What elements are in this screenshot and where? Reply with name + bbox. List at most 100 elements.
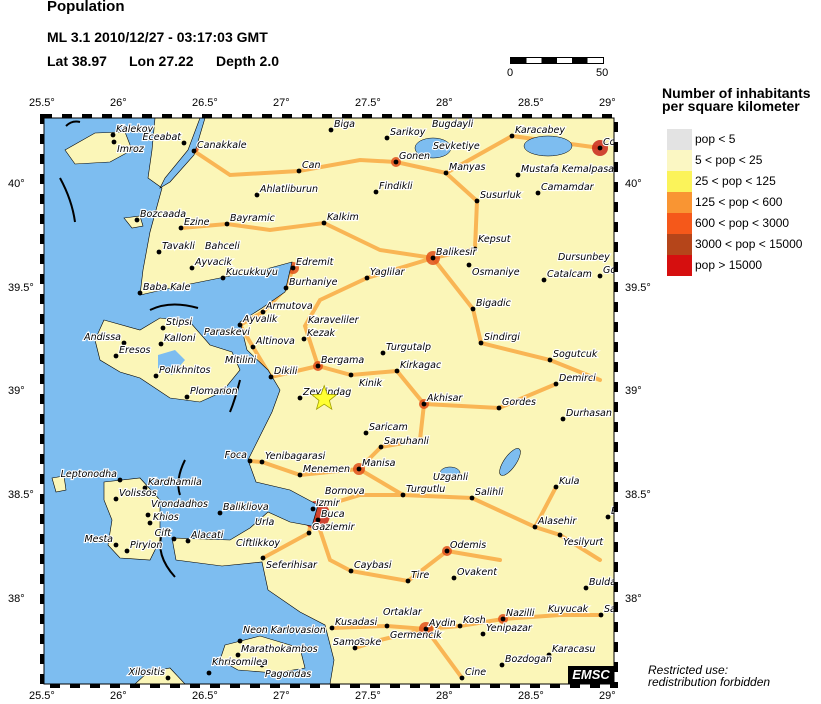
lat-tick-left: 39.5° (8, 282, 34, 294)
city-dot (500, 616, 506, 622)
city-dot (329, 625, 335, 631)
lon-tick-top: 27° (273, 97, 290, 109)
lon-tick-top: 26° (110, 97, 127, 109)
city-label: Mitilini (225, 355, 257, 366)
city-dot (121, 340, 127, 346)
city-label: Menemen (303, 464, 350, 475)
event-info: ML 3.1 2010/12/27 - 03:17:03 GMT (47, 29, 268, 45)
city-dot (160, 325, 166, 331)
city-label: Saricam (369, 422, 408, 433)
city-label: Demirci (559, 373, 596, 384)
city-label: Kucukkuyu (226, 267, 278, 278)
city-label: Nazilli (506, 608, 535, 619)
city-dot (156, 249, 162, 255)
city-label: Kosh (463, 615, 486, 626)
city-label: Yesilyurt (563, 537, 604, 548)
lat-tick-left: 40° (8, 178, 25, 190)
city-dot (310, 506, 316, 512)
city-dot (297, 472, 303, 478)
city-label: Polikhnitos (159, 365, 211, 376)
city-dot (260, 309, 266, 315)
city-label: Samos (333, 637, 365, 648)
city-dot (178, 225, 184, 231)
city-label: Plomarion (190, 386, 238, 397)
city-label: Seferihisar (266, 560, 318, 571)
city-dot (134, 217, 140, 223)
city-label: Susurluk (480, 190, 522, 201)
city-label: Urla (255, 517, 274, 528)
city-label: Manyas (449, 162, 485, 173)
city-label: Kezak (307, 328, 336, 339)
city-dot (191, 148, 197, 154)
city-label: Karacabey (515, 125, 565, 136)
city-dot (268, 374, 274, 380)
city-dot (110, 132, 116, 138)
city-label: Mesta (84, 534, 113, 545)
city-dot (113, 353, 119, 359)
lon-label: Lon 27.22 (129, 53, 194, 69)
city-label: Durhasan (566, 408, 612, 419)
city-label: Bu (611, 506, 624, 517)
city-dot (394, 368, 400, 374)
city-label: Bulda (589, 577, 616, 588)
city-label: Bornova (325, 486, 365, 497)
city-label: Odemis (450, 540, 486, 551)
usage-notice-line1: Restricted use: (648, 663, 729, 677)
city-label: Ahlatliburun (259, 184, 318, 195)
city-dot (605, 514, 611, 520)
city-label: Camamdar (541, 182, 595, 193)
lon-tick-bottom: 26.5° (192, 690, 218, 702)
city-label: Mustafa Kemalpasa (521, 164, 614, 175)
city-label: Imroz (117, 144, 145, 155)
city-label: Caybasi (354, 560, 392, 571)
city-dot (546, 652, 552, 658)
city-label: Balikesir (436, 247, 478, 258)
legend-label: pop > 15000 (695, 258, 763, 272)
city-label: Biga (334, 119, 355, 130)
city-label: Burhaniye (289, 277, 338, 288)
city-label: Gaziemir (312, 522, 356, 533)
city-label: Germencik (390, 630, 442, 641)
city-label: Ortaklar (383, 607, 423, 618)
city-dot (147, 520, 153, 526)
city-label: Tire (411, 570, 429, 581)
legend-label: 5 < pop < 25 (695, 153, 763, 167)
city-label: Kuyucak (548, 604, 589, 615)
city-label: Cift (155, 528, 173, 539)
usage-notice-line2: redistribution forbidden (648, 675, 771, 689)
city-dot (315, 363, 321, 369)
lon-tick-bottom: 25.5° (29, 690, 55, 702)
city-label: Neon Karlovasion (243, 625, 326, 636)
legend-item: pop > 15000 (667, 255, 821, 276)
city-dot (560, 416, 566, 422)
city-label: Soke (358, 637, 381, 648)
city-label: Findikli (379, 181, 413, 192)
city-dot (457, 623, 463, 629)
lon-tick-top: 26.5° (192, 97, 218, 109)
city-dot (185, 538, 191, 544)
city-label: Khrisomilea (212, 657, 268, 668)
lon-tick-bottom: 27° (273, 690, 290, 702)
city-dot (405, 578, 411, 584)
legend-item: 25 < pop < 125 (667, 171, 821, 192)
city-label: Dursunbey (558, 252, 610, 263)
city-dot (356, 466, 362, 472)
city-label: Ezine (184, 217, 210, 228)
city-dot (532, 524, 538, 530)
city-dot (597, 273, 603, 279)
city-dot (113, 496, 119, 502)
city-label: Dikili (274, 366, 298, 377)
city-dot (297, 395, 303, 401)
city-dot (509, 133, 515, 139)
legend-title-line2: per square kilometer (662, 98, 800, 114)
city-label: Osmaniye (472, 267, 520, 278)
city-dot (547, 357, 553, 363)
legend-item: 3000 < pop < 15000 (667, 234, 821, 255)
city-dot (306, 530, 312, 536)
legend-swatch (667, 234, 692, 255)
city-label: Bozdogan (505, 654, 552, 665)
legend-label: 600 < pop < 3000 (695, 216, 790, 230)
lon-tick-top: 27.5° (355, 97, 381, 109)
lon-tick-top: 25.5° (29, 97, 55, 109)
city-label: Kardhamila (148, 477, 202, 488)
